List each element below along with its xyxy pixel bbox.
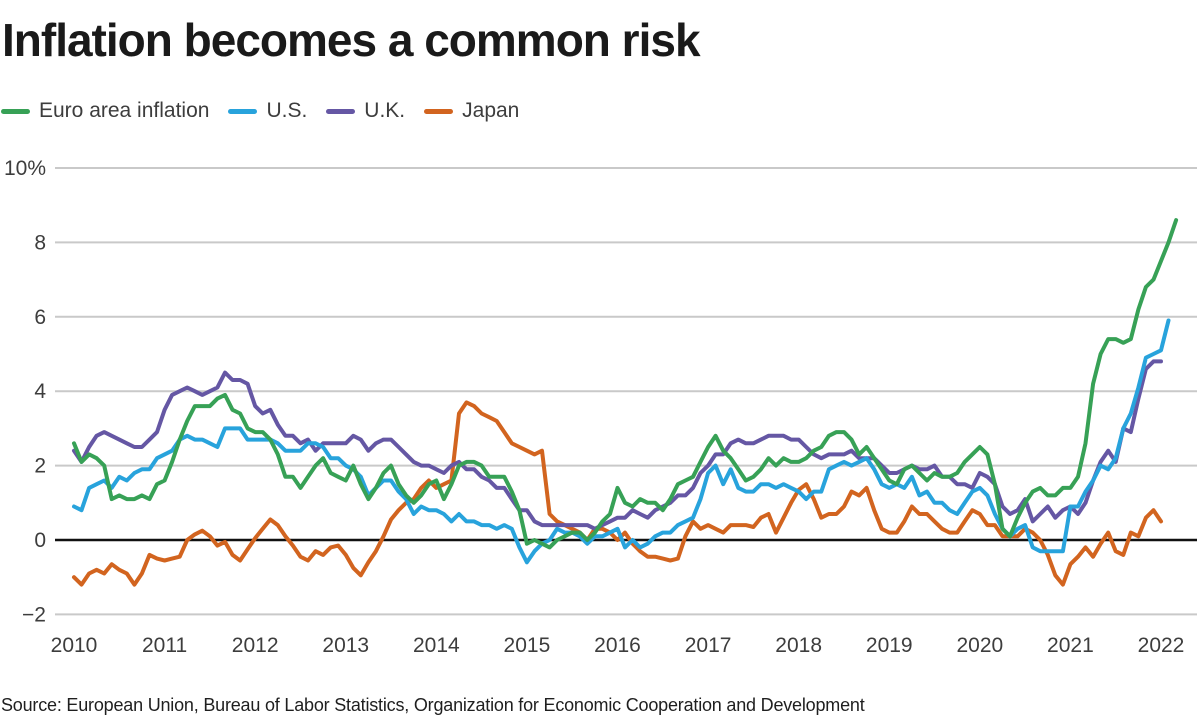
legend-item-euro-area: Euro area inflation <box>1 99 209 123</box>
legend-item-us: U.S. <box>228 99 307 123</box>
x-axis-tick-label: 2022 <box>1138 634 1185 657</box>
chart-title: Inflation becomes a common risk <box>2 14 701 66</box>
x-axis-tick-label: 2015 <box>504 634 551 657</box>
legend-item-uk: U.K. <box>326 99 405 123</box>
y-axis-tick-label: 4 <box>34 380 46 403</box>
chart-legend: Euro area inflation U.S. U.K. Japan <box>1 97 519 125</box>
x-axis-tick-label: 2014 <box>413 634 460 657</box>
x-axis-tick-label: 2011 <box>142 634 187 657</box>
euro-area-series-swatch-icon <box>1 108 30 114</box>
y-axis-tick-label: −2 <box>22 603 46 626</box>
legend-item-japan: Japan <box>424 99 519 123</box>
y-axis-tick-label: 6 <box>34 306 46 329</box>
source-note: Source: European Union, Bureau of Labor … <box>1 695 865 715</box>
x-axis-tick-label: 2018 <box>775 634 822 657</box>
x-axis-tick-label: 2016 <box>594 634 641 657</box>
series-line-us <box>72 318 1171 565</box>
series-line-euro <box>72 218 1179 550</box>
y-axis-tick-label: 2 <box>34 455 46 478</box>
x-axis-tick-label: 2012 <box>232 634 279 657</box>
x-axis-tick-label: 2021 <box>1047 634 1094 657</box>
x-axis-tick-label: 2019 <box>866 634 913 657</box>
y-axis-tick-label: 8 <box>34 231 46 254</box>
legend-label-euro-area: Euro area inflation <box>39 99 210 122</box>
japan-series-swatch-icon <box>424 108 454 114</box>
legend-label-uk: U.K. <box>364 99 406 122</box>
series-line-uk <box>72 359 1163 531</box>
us-series-swatch-icon <box>228 108 258 114</box>
uk-series-swatch-icon <box>326 108 356 114</box>
legend-label-japan: Japan <box>462 99 520 122</box>
y-axis-tick-label: 0 <box>34 529 46 552</box>
y-axis-tick-label: 10% <box>4 157 46 180</box>
x-axis-tick-label: 2013 <box>322 634 369 657</box>
legend-label-us: U.S. <box>266 99 308 122</box>
x-axis-tick-label: 2020 <box>956 634 1003 657</box>
x-axis-tick-label: 2010 <box>51 634 98 657</box>
x-axis-tick-label: 2017 <box>685 634 732 657</box>
series-line-japan <box>72 400 1163 587</box>
